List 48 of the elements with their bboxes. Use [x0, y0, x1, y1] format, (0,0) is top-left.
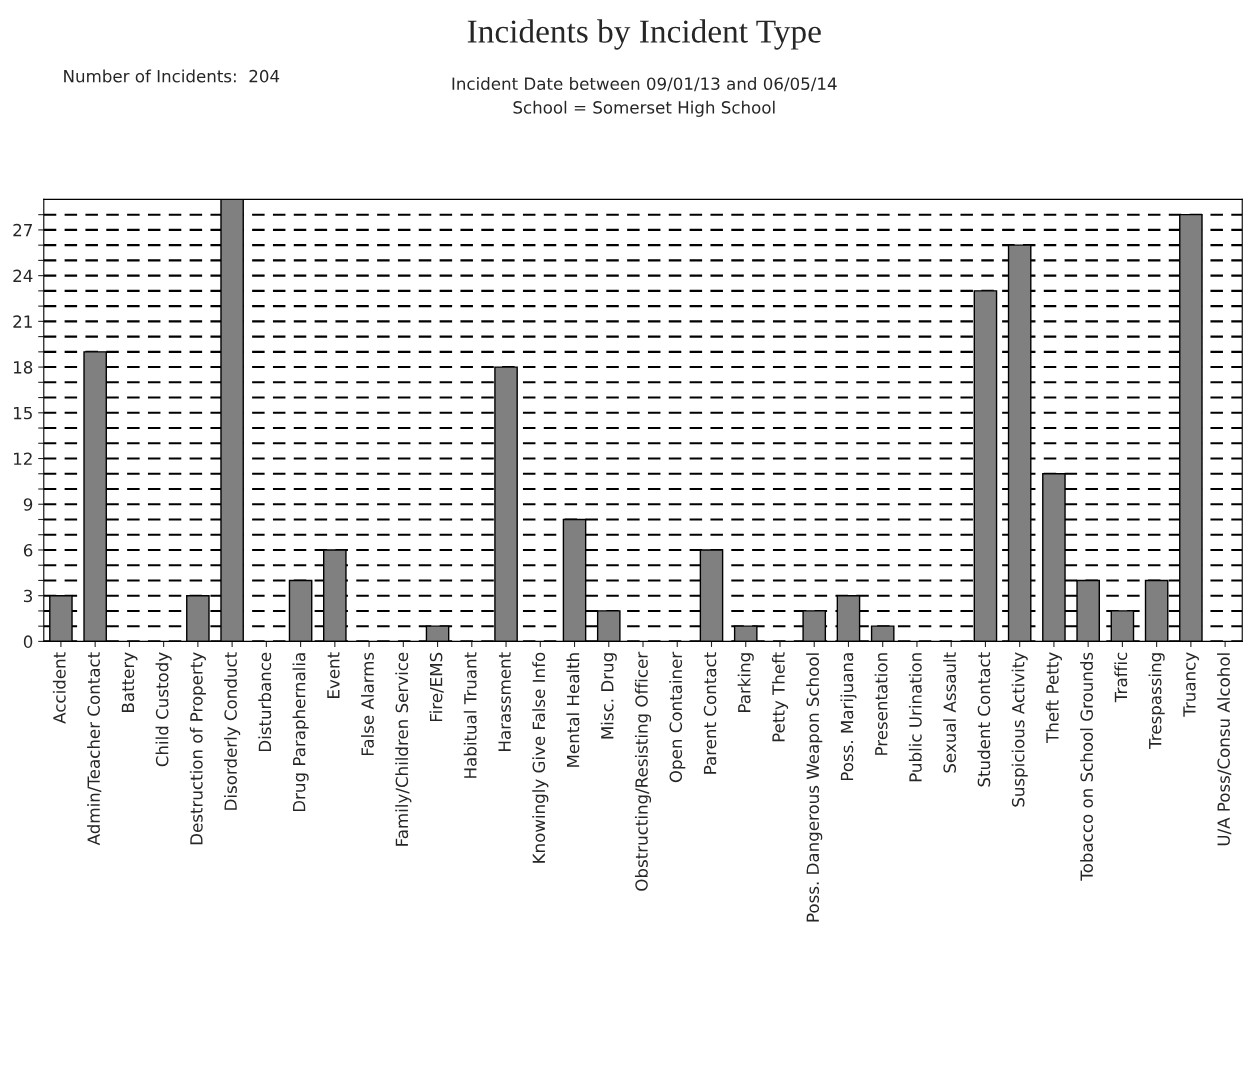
- x-tick-label: Child Custody: [155, 652, 172, 767]
- x-tick-label: Drug Paraphernalia: [292, 653, 309, 812]
- x-tick-label: Poss. Marijuana: [840, 653, 857, 781]
- chart-title: Incidents by Incident Type: [467, 19, 821, 50]
- y-tick-label: 21: [13, 315, 32, 328]
- x-tick-label: Battery: [121, 652, 138, 712]
- x-tick-label: Suspicious Activity: [1011, 652, 1028, 807]
- y-tick-label: 15: [13, 406, 32, 420]
- x-tick-label: Tobacco on School Grounds: [1080, 652, 1093, 881]
- x-tick-label: Petty Theft: [771, 652, 789, 742]
- x-tick-label: Family/Children Service: [395, 652, 412, 846]
- x-tick-label: Destruction of Property: [189, 652, 206, 845]
- x-tick-label: Disorderly Conduct: [224, 652, 241, 810]
- x-tick-label: Mental Health: [566, 653, 580, 767]
- x-tick-label: Event: [327, 652, 340, 698]
- x-tick-label: U/A Poss/Consu Alcohol: [1217, 653, 1232, 846]
- x-tick-label: False Alarms: [361, 652, 374, 756]
- chart-subtitle: Incident Date between 09/01/13 and 06/05/14 School = Somerset High School: [452, 77, 837, 117]
- y-tick-label: 3: [24, 589, 33, 603]
- x-tick-label: Open Container: [669, 651, 686, 783]
- x-tick-label: Presentation: [874, 653, 888, 755]
- y-tick-label: 12: [13, 452, 32, 465]
- x-tick-label: Parent Contact: [703, 652, 717, 774]
- x-tick-label: Traffic: [1114, 652, 1128, 703]
- x-tick-label: Truancy: [1183, 652, 1199, 717]
- x-tick-label: Poss. Dangerous Weapon School: [806, 653, 823, 922]
- x-tick-label: Public Urination: [908, 653, 922, 782]
- y-tick-label: 24: [13, 269, 33, 282]
- x-tick-label: Disturbance: [258, 652, 272, 752]
- x-tick-label: Knowingly Give False Info: [532, 652, 549, 863]
- x-tick-label: Student Contact: [977, 652, 991, 787]
- x-tick-label: Harassment: [498, 652, 511, 751]
- y-tick-label: 18: [13, 361, 33, 374]
- x-tick-label: Trespassing: [1148, 653, 1165, 749]
- y-tick-label: 9: [23, 498, 33, 511]
- x-tick-label: Obstructing/Resisting Officer: [634, 651, 652, 891]
- x-tick-label: Theft Petty: [1045, 652, 1062, 743]
- x-tick-label: Misc. Drug: [600, 653, 617, 739]
- x-tick-label: Parking: [737, 653, 754, 712]
- text: Number of Incidents: 204: [64, 69, 280, 83]
- x-tick-label: Habitual Truant: [463, 652, 477, 778]
- x-tick-label: Sexual Assault: [943, 652, 957, 773]
- x-tick-label: Accident: [52, 652, 66, 724]
- y-tick-label: 6: [23, 543, 33, 557]
- y-tick-label: 0: [23, 635, 33, 648]
- x-tick-label: Fire/EMS: [429, 652, 444, 722]
- x-tick-label: Admin/Teacher Contact: [87, 652, 102, 846]
- y-tick-label: 27: [13, 223, 32, 237]
